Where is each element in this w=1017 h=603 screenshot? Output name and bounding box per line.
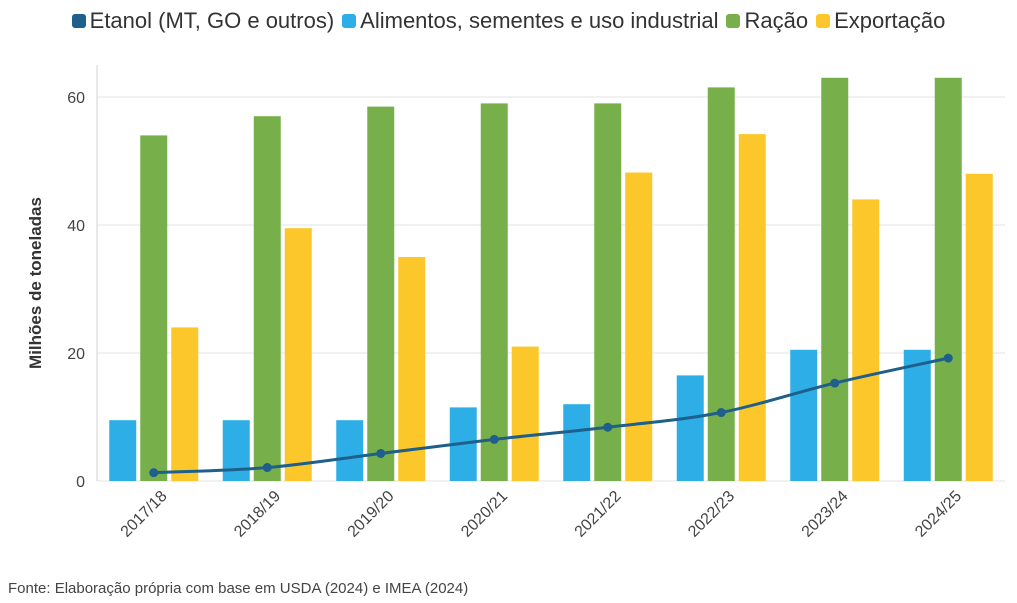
- legend-swatch: [816, 14, 831, 28]
- x-tick-label: 2019/20: [345, 488, 398, 541]
- x-tick-label: 2021/22: [572, 488, 625, 541]
- bar: [253, 116, 281, 481]
- x-tick-label: 2022/23: [685, 488, 738, 541]
- y-tick-label: 40: [67, 218, 85, 235]
- legend-item: Etanol (MT, GO e outros): [71, 8, 335, 34]
- x-tick-label: 2020/21: [458, 488, 511, 541]
- bar: [336, 420, 364, 481]
- legend-label: Alimentos, sementes e uso industrial: [360, 8, 719, 33]
- line-point: [489, 434, 499, 444]
- bar: [563, 404, 591, 481]
- bar: [676, 375, 704, 481]
- x-tick-label: 2017/18: [118, 488, 171, 541]
- y-tick-label: 20: [67, 346, 85, 363]
- legend-swatch: [342, 14, 357, 28]
- legend-label: Exportação: [834, 8, 946, 33]
- bar: [625, 172, 653, 481]
- y-axis-title: Milhões de toneladas: [26, 197, 45, 369]
- legend-label: Ração: [744, 8, 809, 33]
- bar: [707, 87, 735, 482]
- x-tick-label: 2023/24: [799, 488, 852, 541]
- line-point: [716, 408, 726, 418]
- bar: [480, 103, 508, 482]
- line-point: [943, 353, 953, 363]
- legend-swatch: [726, 14, 741, 28]
- legend-item: Ração: [726, 8, 808, 34]
- bar: [738, 134, 766, 481]
- bar: [222, 420, 250, 481]
- bar: [903, 349, 931, 481]
- chart-legend: Etanol (MT, GO e outros) Alimentos, semen…: [0, 8, 1017, 34]
- bar: [109, 420, 137, 481]
- line-point: [603, 422, 613, 432]
- bar: [367, 106, 395, 481]
- source-note: Fonte: Elaboração própria com base em US…: [8, 580, 469, 597]
- legend-item: Exportação: [816, 8, 945, 34]
- series-line: [153, 356, 949, 475]
- bar: [140, 135, 168, 481]
- line-point: [262, 463, 272, 473]
- line-point: [149, 468, 159, 478]
- y-tick-label: 0: [76, 474, 85, 491]
- bar: [511, 346, 539, 481]
- chart-svg: 0 20 40 60 Milhões de toneladas 2017/18 2018/1…: [26, 65, 1005, 541]
- x-tick-label: 2018/19: [231, 488, 284, 541]
- bar: [821, 77, 849, 482]
- y-tick-label: 60: [67, 90, 85, 107]
- line-point: [376, 448, 386, 458]
- legend-label: Etanol (MT, GO e outros): [89, 8, 335, 33]
- bar: [852, 199, 880, 481]
- line-point: [830, 378, 840, 388]
- bar: [398, 257, 426, 481]
- bar: [594, 103, 622, 482]
- bar: [171, 327, 199, 481]
- bar: [790, 349, 818, 481]
- legend-swatch: [71, 14, 86, 28]
- bar: [284, 228, 312, 481]
- bar: [934, 77, 962, 482]
- bar: [965, 173, 993, 482]
- x-tick-label: 2024/25: [912, 488, 965, 541]
- legend-item: Alimentos, sementes e uso industrial: [342, 8, 718, 34]
